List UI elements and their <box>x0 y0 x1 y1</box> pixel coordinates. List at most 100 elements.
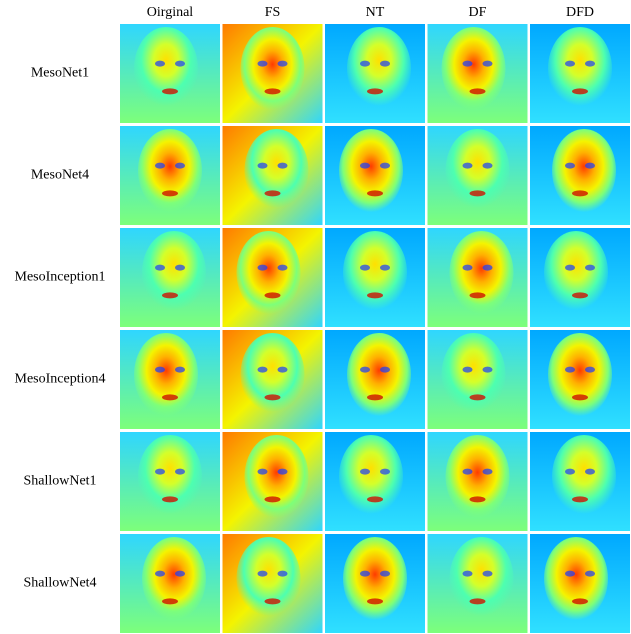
face-region <box>245 129 309 212</box>
mouth <box>470 292 486 298</box>
eye <box>585 367 595 373</box>
face-region <box>138 435 202 518</box>
eye <box>175 163 185 169</box>
mouth <box>162 190 178 196</box>
eye <box>360 61 370 67</box>
row-label: MesoNet4 <box>31 168 89 183</box>
eye <box>258 163 268 169</box>
mouth <box>265 88 281 94</box>
eye <box>155 469 165 475</box>
eye <box>483 163 493 169</box>
eye <box>585 469 595 475</box>
face-region <box>134 27 198 110</box>
eye <box>175 61 185 67</box>
eye <box>175 469 185 475</box>
face-region <box>544 231 608 314</box>
eye <box>155 265 165 271</box>
eye <box>380 163 390 169</box>
eye <box>175 265 185 271</box>
face-region <box>442 27 506 110</box>
eye <box>463 367 473 373</box>
eye <box>175 367 185 373</box>
mouth <box>162 88 178 94</box>
mouth <box>572 394 588 400</box>
face-region <box>245 435 309 518</box>
eye <box>380 571 390 577</box>
eye <box>278 163 288 169</box>
eye <box>360 163 370 169</box>
face-region <box>138 129 202 212</box>
eye <box>155 367 165 373</box>
mouth <box>265 598 281 604</box>
mouth <box>367 88 383 94</box>
face-region <box>237 537 301 620</box>
eye <box>360 265 370 271</box>
face-region <box>446 435 510 518</box>
column-label: FS <box>265 5 281 20</box>
row-label: MesoNet1 <box>31 66 89 81</box>
eye <box>565 163 575 169</box>
eye <box>483 61 493 67</box>
face-region <box>343 537 407 620</box>
mouth <box>162 292 178 298</box>
face-region <box>339 435 403 518</box>
row-label: ShallowNet4 <box>23 576 96 591</box>
mouth <box>470 598 486 604</box>
eye <box>483 571 493 577</box>
eye <box>155 163 165 169</box>
eye <box>278 265 288 271</box>
eye <box>565 469 575 475</box>
mouth <box>470 496 486 502</box>
eye <box>278 367 288 373</box>
eye <box>278 61 288 67</box>
eye <box>463 469 473 475</box>
eye <box>380 469 390 475</box>
eye <box>278 469 288 475</box>
mouth <box>572 292 588 298</box>
mouth <box>470 88 486 94</box>
face-region <box>450 231 514 314</box>
face-region <box>241 333 305 416</box>
mouth <box>265 394 281 400</box>
face-region <box>241 27 305 110</box>
eye <box>360 367 370 373</box>
eye <box>258 469 268 475</box>
heatmap-grid: OirginalFSNTDFDFDMesoNet1MesoNet4MesoInc… <box>0 0 631 634</box>
face-region <box>142 537 206 620</box>
mouth <box>265 292 281 298</box>
column-label: Oirginal <box>147 5 194 20</box>
eye <box>360 571 370 577</box>
eye <box>380 367 390 373</box>
eye <box>258 61 268 67</box>
eye <box>585 163 595 169</box>
row-label: MesoInception4 <box>15 372 106 387</box>
eye <box>380 61 390 67</box>
mouth <box>367 598 383 604</box>
mouth <box>572 598 588 604</box>
eye <box>565 367 575 373</box>
eye <box>380 265 390 271</box>
column-label: DFD <box>566 5 594 20</box>
face-region <box>548 333 612 416</box>
mouth <box>367 394 383 400</box>
eye <box>565 571 575 577</box>
face-region <box>343 231 407 314</box>
mouth <box>162 598 178 604</box>
eye <box>565 265 575 271</box>
face-region <box>544 537 608 620</box>
face-region <box>347 27 411 110</box>
column-label: NT <box>366 5 385 20</box>
mouth <box>470 190 486 196</box>
mouth <box>572 496 588 502</box>
eye <box>483 367 493 373</box>
eye <box>258 367 268 373</box>
eye <box>463 571 473 577</box>
mouth <box>265 496 281 502</box>
figure: OirginalFSNTDFDFDMesoNet1MesoNet4MesoInc… <box>0 0 631 634</box>
mouth <box>162 394 178 400</box>
mouth <box>572 88 588 94</box>
mouth <box>470 394 486 400</box>
eye <box>463 265 473 271</box>
eye <box>463 61 473 67</box>
face-region <box>237 231 301 314</box>
